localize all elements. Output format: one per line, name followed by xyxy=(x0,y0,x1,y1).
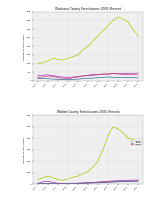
Legend: legend1, legend2, legend3: legend1, legend2, legend3 xyxy=(131,140,142,145)
Title: Okaloosa County Foreclosures 2005-Present: Okaloosa County Foreclosures 2005-Presen… xyxy=(55,7,121,11)
Y-axis label: Number of Foreclosures: Number of Foreclosures xyxy=(24,33,25,60)
Y-axis label: Number of Foreclosures: Number of Foreclosures xyxy=(24,136,25,163)
Title: Walton County Foreclosures 2005-Present: Walton County Foreclosures 2005-Present xyxy=(57,110,119,114)
